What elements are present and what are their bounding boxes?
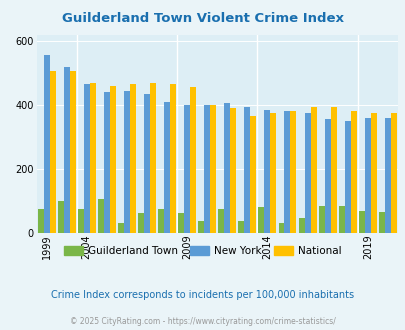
Bar	[83, 84, 90, 233]
Bar	[164, 102, 170, 233]
Bar	[224, 103, 230, 233]
Bar	[109, 86, 115, 233]
Bar	[183, 105, 190, 233]
Bar	[117, 223, 124, 233]
Text: © 2025 CityRating.com - https://www.cityrating.com/crime-statistics/: © 2025 CityRating.com - https://www.city…	[70, 317, 335, 326]
Bar	[310, 107, 316, 233]
Bar	[190, 87, 196, 233]
Bar	[344, 121, 350, 233]
Bar	[278, 223, 284, 233]
Bar	[378, 212, 384, 233]
Bar	[390, 113, 396, 233]
Bar	[138, 213, 144, 233]
Bar	[330, 107, 336, 233]
Bar	[284, 111, 290, 233]
Bar	[149, 82, 156, 233]
Bar	[124, 90, 130, 233]
Bar	[210, 105, 215, 233]
Bar	[38, 209, 43, 233]
Bar	[43, 55, 49, 233]
Bar	[370, 113, 376, 233]
Bar	[304, 113, 310, 233]
Bar	[350, 111, 356, 233]
Bar	[98, 199, 104, 233]
Bar	[58, 201, 64, 233]
Text: Crime Index corresponds to incidents per 100,000 inhabitants: Crime Index corresponds to incidents per…	[51, 290, 354, 300]
Bar	[90, 82, 96, 233]
Bar	[64, 67, 70, 233]
Bar	[264, 110, 270, 233]
Bar	[198, 221, 204, 233]
Bar	[218, 209, 224, 233]
Bar	[244, 107, 250, 233]
Bar	[144, 94, 149, 233]
Bar	[170, 84, 175, 233]
Bar	[130, 84, 136, 233]
Text: Guilderland Town Violent Crime Index: Guilderland Town Violent Crime Index	[62, 12, 343, 25]
Bar	[178, 213, 183, 233]
Bar	[384, 118, 390, 233]
Bar	[358, 211, 364, 233]
Bar	[270, 113, 276, 233]
Bar	[258, 207, 264, 233]
Bar	[250, 116, 256, 233]
Bar	[338, 206, 344, 233]
Bar	[70, 71, 75, 233]
Bar	[324, 119, 330, 233]
Bar	[158, 209, 164, 233]
Bar	[364, 118, 370, 233]
Bar	[298, 218, 304, 233]
Bar	[230, 108, 236, 233]
Bar	[104, 92, 109, 233]
Bar	[78, 209, 83, 233]
Bar	[318, 206, 324, 233]
Legend: Guilderland Town, New York, National: Guilderland Town, New York, National	[60, 242, 345, 260]
Bar	[204, 105, 210, 233]
Bar	[49, 71, 55, 233]
Bar	[238, 221, 244, 233]
Bar	[290, 111, 296, 233]
